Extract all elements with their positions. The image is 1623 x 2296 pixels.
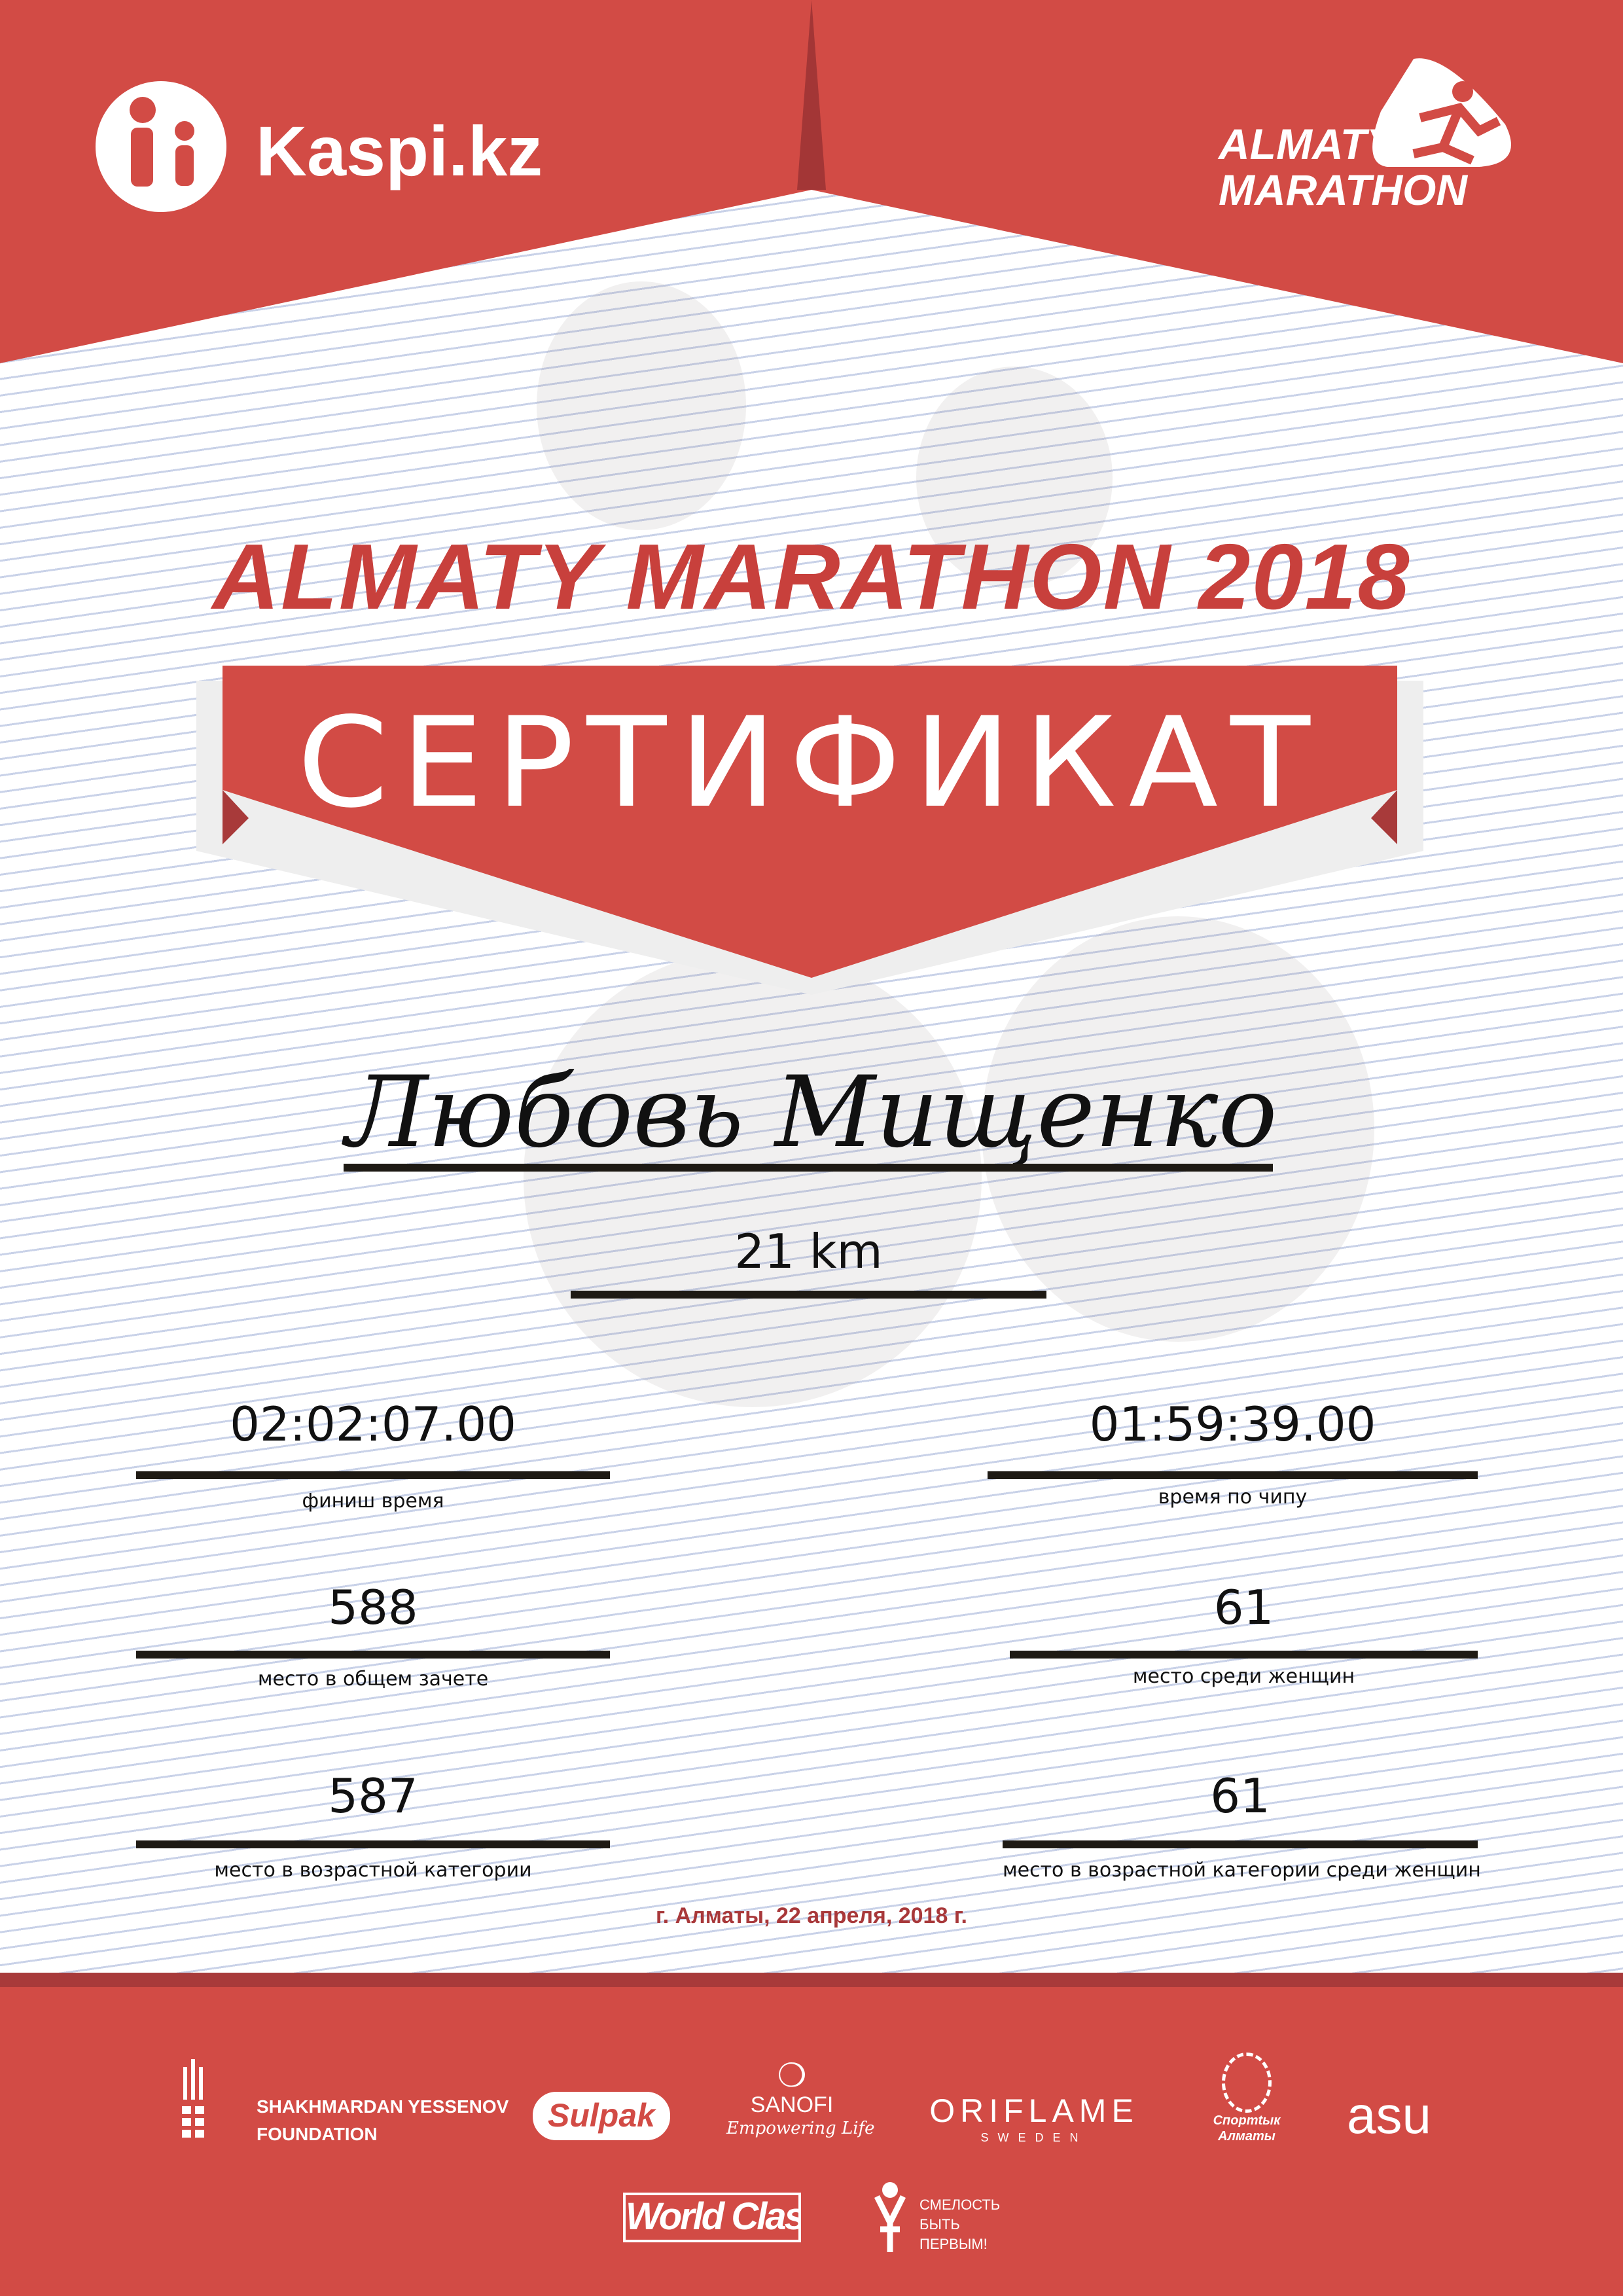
name-underline: [344, 1164, 1273, 1172]
date-location: г. Алматы, 22 апреля, 2018 г.: [656, 1903, 967, 1928]
header-shape: [0, 0, 1623, 995]
chip-time-value: 01:59:39.00: [1089, 1397, 1376, 1452]
runner-photo: [982, 916, 1374, 1342]
underline: [136, 1471, 610, 1479]
kaspi-logo-icon: [96, 81, 226, 212]
underline: [1010, 1651, 1478, 1659]
runner-photo: [537, 281, 746, 530]
sanofi-bird-icon: ❍: [777, 2057, 807, 2094]
yessenov-logo: SHAKHMARDAN YESSENOV FOUNDATION: [257, 2093, 508, 2148]
oriflame-logo: ORIFLAME SWEDEN: [923, 2092, 1145, 2145]
underline: [988, 1471, 1478, 1479]
participant-name: Любовь Мищенко: [346, 1056, 1277, 1170]
runner-photo: [916, 367, 1113, 589]
logo-text: Спортtык: [1213, 2113, 1281, 2128]
sponsors-footer: SHAKHMARDAN YESSENOV FOUNDATION Sulpak ❍…: [0, 1973, 1623, 2296]
logo-text: SHAKHMARDAN YESSENOV: [257, 2096, 509, 2117]
logo-text: БЫТЬ: [919, 2216, 960, 2233]
fund-logo-icon: [874, 2182, 906, 2252]
logo-text: SWEDEN: [980, 2131, 1088, 2144]
women-age-place-value: 61: [1210, 1768, 1270, 1823]
women-place-value: 61: [1213, 1580, 1274, 1635]
underline: [1003, 1840, 1478, 1848]
runner-photo: [524, 949, 982, 1407]
logo-text: Empowering Life: [726, 2119, 875, 2138]
sanofi-logo: ❍ SANOFI Empowering Life: [726, 2057, 875, 2139]
kaspi-logo-text: Kaspi.kz: [256, 111, 543, 190]
age-place-label: место в возрастной категории: [214, 1859, 532, 1882]
women-age-place-label: место в возрастной категории среди женщи…: [1003, 1859, 1481, 1882]
logo-text: СМЕЛОСТЬ: [919, 2197, 1001, 2213]
women-place-label: место среди женщин: [1132, 1665, 1355, 1688]
distance-value: 21 km: [734, 1224, 883, 1279]
logo-line: ALMATY: [1219, 120, 1396, 168]
sport-almaty-logo: Спортtык Алматы: [1204, 2053, 1289, 2144]
logo-text: ORIFLAME: [929, 2092, 1139, 2129]
finish-time-value: 02:02:07.00: [230, 1397, 516, 1452]
distance-underline: [571, 1291, 1046, 1299]
overall-place-value: 588: [328, 1580, 418, 1635]
underline: [136, 1840, 610, 1848]
worldclass-logo: World Class: [623, 2193, 801, 2242]
fund-logo: СМЕЛОСТЬ БЫТЬ ПЕРВЫМ!: [919, 2195, 1000, 2254]
sulpak-logo: Sulpak: [533, 2092, 670, 2140]
overall-place-label: место в общем зачете: [257, 1668, 489, 1691]
logo-text: Алматы: [1218, 2129, 1275, 2144]
chip-time-label: время по чипу: [1158, 1486, 1308, 1509]
logo-text: FOUNDATION: [257, 2124, 378, 2144]
logo-line: MARATHON: [1219, 166, 1468, 214]
sport-almaty-emblem-icon: [1222, 2053, 1272, 2113]
logo-text: SANOFI: [750, 2092, 834, 2117]
event-title: ALMATY MARATHON 2018: [212, 525, 1411, 629]
age-place-value: 587: [328, 1768, 418, 1823]
asu-logo: asu: [1347, 2086, 1431, 2144]
underline: [136, 1651, 610, 1659]
finish-time-label: финиш время: [302, 1490, 444, 1513]
almaty-marathon-logo: ALMATY MARATHON: [1219, 121, 1467, 213]
certificate-heading: СЕРТИФИКАТ: [297, 691, 1323, 835]
logo-text: ПЕРВЫМ!: [919, 2236, 988, 2252]
yessenov-logo-icon: [182, 2059, 204, 2138]
